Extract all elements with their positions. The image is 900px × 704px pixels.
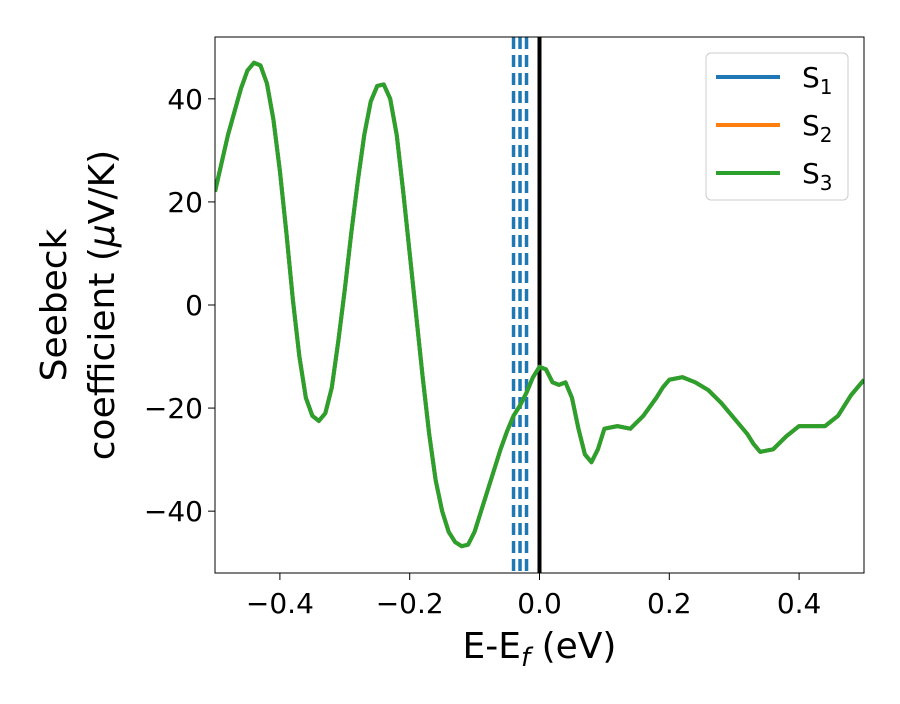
legend: S1 S2 S3 <box>705 52 849 201</box>
x-tick-label: 0.0 <box>517 587 562 620</box>
y-axis-ticks: 40 20 0 −20 −40 <box>144 83 215 528</box>
y-axis-label-mu: μ <box>82 224 123 248</box>
y-tick-label: 40 <box>167 83 203 116</box>
legend-label-s2: S2 <box>802 109 833 147</box>
x-axis-ticks: −0.4 −0.2 0.0 0.2 0.4 <box>246 573 821 620</box>
x-axis-label-unit: (eV) <box>530 626 616 667</box>
legend-label-s3: S3 <box>802 157 833 195</box>
y-tick-label: −20 <box>144 392 203 425</box>
y-axis-label-post: V/K) <box>82 150 123 224</box>
x-tick-label: −0.4 <box>246 587 314 620</box>
x-tick-label: −0.2 <box>376 587 444 620</box>
y-tick-label: 20 <box>167 186 203 219</box>
legend-label-s1: S1 <box>802 61 833 99</box>
y-tick-label: 0 <box>185 289 203 322</box>
x-tick-label: 0.4 <box>777 587 822 620</box>
y-tick-label: −40 <box>144 495 203 528</box>
y-axis-label: Seebeck coefficient (μV/K) <box>34 150 123 460</box>
x-tick-label: 0.2 <box>647 587 692 620</box>
y-axis-label-line1: Seebeck <box>34 228 75 381</box>
x-axis-label: E-Ef (eV) <box>463 626 617 673</box>
y-axis-label-line2: coefficient (μV/K) <box>82 150 123 460</box>
x-axis-label-main: E-E <box>463 626 521 667</box>
y-axis-label-pre: coefficient ( <box>82 247 123 460</box>
plot-content <box>215 37 864 573</box>
series-line-s3 <box>215 60 864 549</box>
